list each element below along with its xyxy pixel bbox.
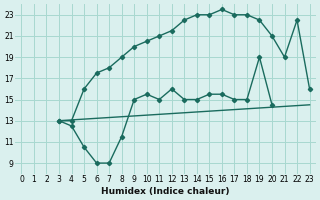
X-axis label: Humidex (Indice chaleur): Humidex (Indice chaleur) — [101, 187, 230, 196]
